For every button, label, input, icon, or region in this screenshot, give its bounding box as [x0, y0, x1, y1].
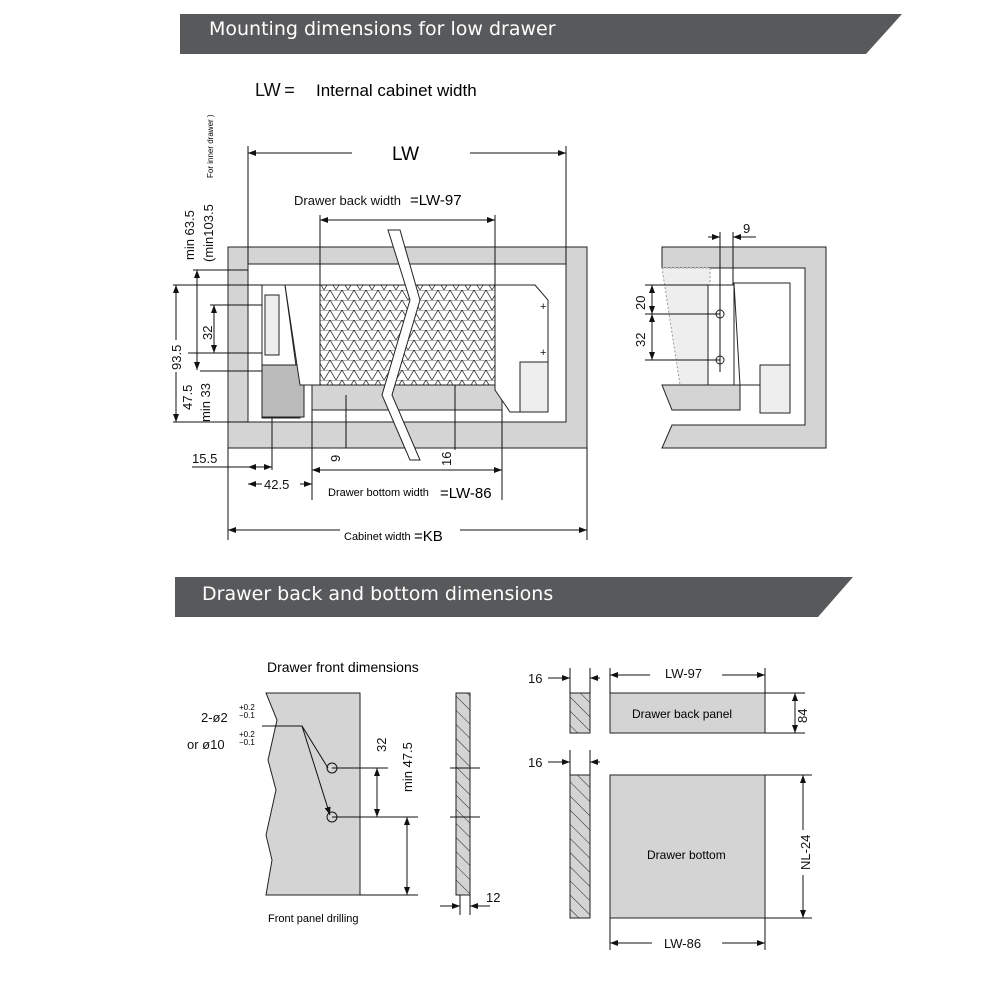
bottom-thickness-16: 16: [528, 755, 542, 770]
bottom-width-value: =LW-86: [440, 485, 492, 502]
side-dim-32: 32: [633, 333, 648, 347]
front-view: ++ LW Drawer back width =LW-97 min 63.5 …: [169, 114, 588, 545]
front-min-47-5: min 47.5: [400, 742, 415, 792]
lw-label: LW: [392, 144, 419, 165]
drawer-bottom-plan: [609, 774, 766, 919]
cabinet-width-label: Cabinet width: [344, 531, 411, 543]
bottom-width-lw-86: LW-86: [664, 936, 701, 951]
hole-spec-2: or ø10: [187, 737, 225, 752]
tolerance-minus-2: −0.1: [239, 738, 255, 747]
dim-32: 32: [200, 326, 215, 340]
side-dim-9: 9: [743, 221, 750, 236]
front-panel-section: [455, 692, 471, 896]
side-dim-20: 20: [633, 296, 648, 310]
back-thickness-16: 16: [528, 671, 542, 686]
front-dim-12: 12: [486, 890, 500, 905]
drawer-front-dimensions: Drawer front dimensions 2-ø2 +0.2 −0.1 o…: [187, 659, 500, 925]
dim-47-5: 47.5: [180, 385, 195, 410]
back-bottom-panels: 16 Drawer back panel LW-97 84 16 Drawer …: [528, 666, 813, 951]
side-view: 9 20 32: [633, 221, 827, 449]
section-banner-mounting: Mounting dimensions for low drawer: [180, 14, 902, 54]
drawer-bottom: [311, 384, 503, 411]
dim-42-5: 42.5: [264, 477, 289, 492]
section-title: Drawer back and bottom dimensions: [202, 583, 553, 605]
section-banner-back-bottom: Drawer back and bottom dimensions: [175, 577, 853, 617]
min-33-label: min 33: [198, 383, 213, 422]
front-panel: [265, 692, 361, 896]
tolerance-plus-2: +0.2: [239, 730, 255, 739]
inner-drawer-note: For inner drawer ): [206, 114, 215, 178]
dim-93-5: 93.5: [169, 345, 184, 370]
section-title: Mounting dimensions for low drawer: [209, 18, 556, 40]
tolerance-plus-1: +0.2: [239, 703, 255, 712]
front-dim-32: 32: [374, 738, 389, 752]
svg-text:+: +: [540, 301, 546, 313]
dim-9: 9: [328, 455, 343, 462]
drawer-back-panel-plan: [609, 692, 766, 734]
svg-text:+: +: [540, 347, 546, 359]
hole-spec-1: 2-ø2: [201, 710, 228, 725]
tolerance-minus-1: −0.1: [239, 711, 255, 720]
dim-16: 16: [439, 452, 454, 466]
front-panel-caption: Front panel drilling: [268, 913, 359, 925]
back-panel-label: Drawer back panel: [632, 707, 732, 721]
min-63-5-label: min 63.5: [182, 210, 197, 260]
min-103-5-label: (min103.5: [201, 204, 216, 262]
back-width-lw-97: LW-97: [665, 666, 702, 681]
bottom-depth-nl-24: NL-24: [798, 835, 813, 870]
bottom-panel-label: Drawer bottom: [647, 848, 726, 862]
lw-definition: Internal cabinet width: [316, 81, 477, 100]
back-width-label: Drawer back width: [294, 193, 401, 208]
bottom-width-label: Drawer bottom width: [328, 487, 429, 499]
drawer-front-title: Drawer front dimensions: [267, 659, 419, 675]
back-width-value: =LW-97: [410, 192, 462, 209]
cabinet-width-value: =KB: [414, 528, 443, 545]
back-height-84: 84: [795, 709, 810, 723]
lw-abbr: LW =: [255, 80, 295, 100]
dim-15-5: 15.5: [192, 451, 217, 466]
